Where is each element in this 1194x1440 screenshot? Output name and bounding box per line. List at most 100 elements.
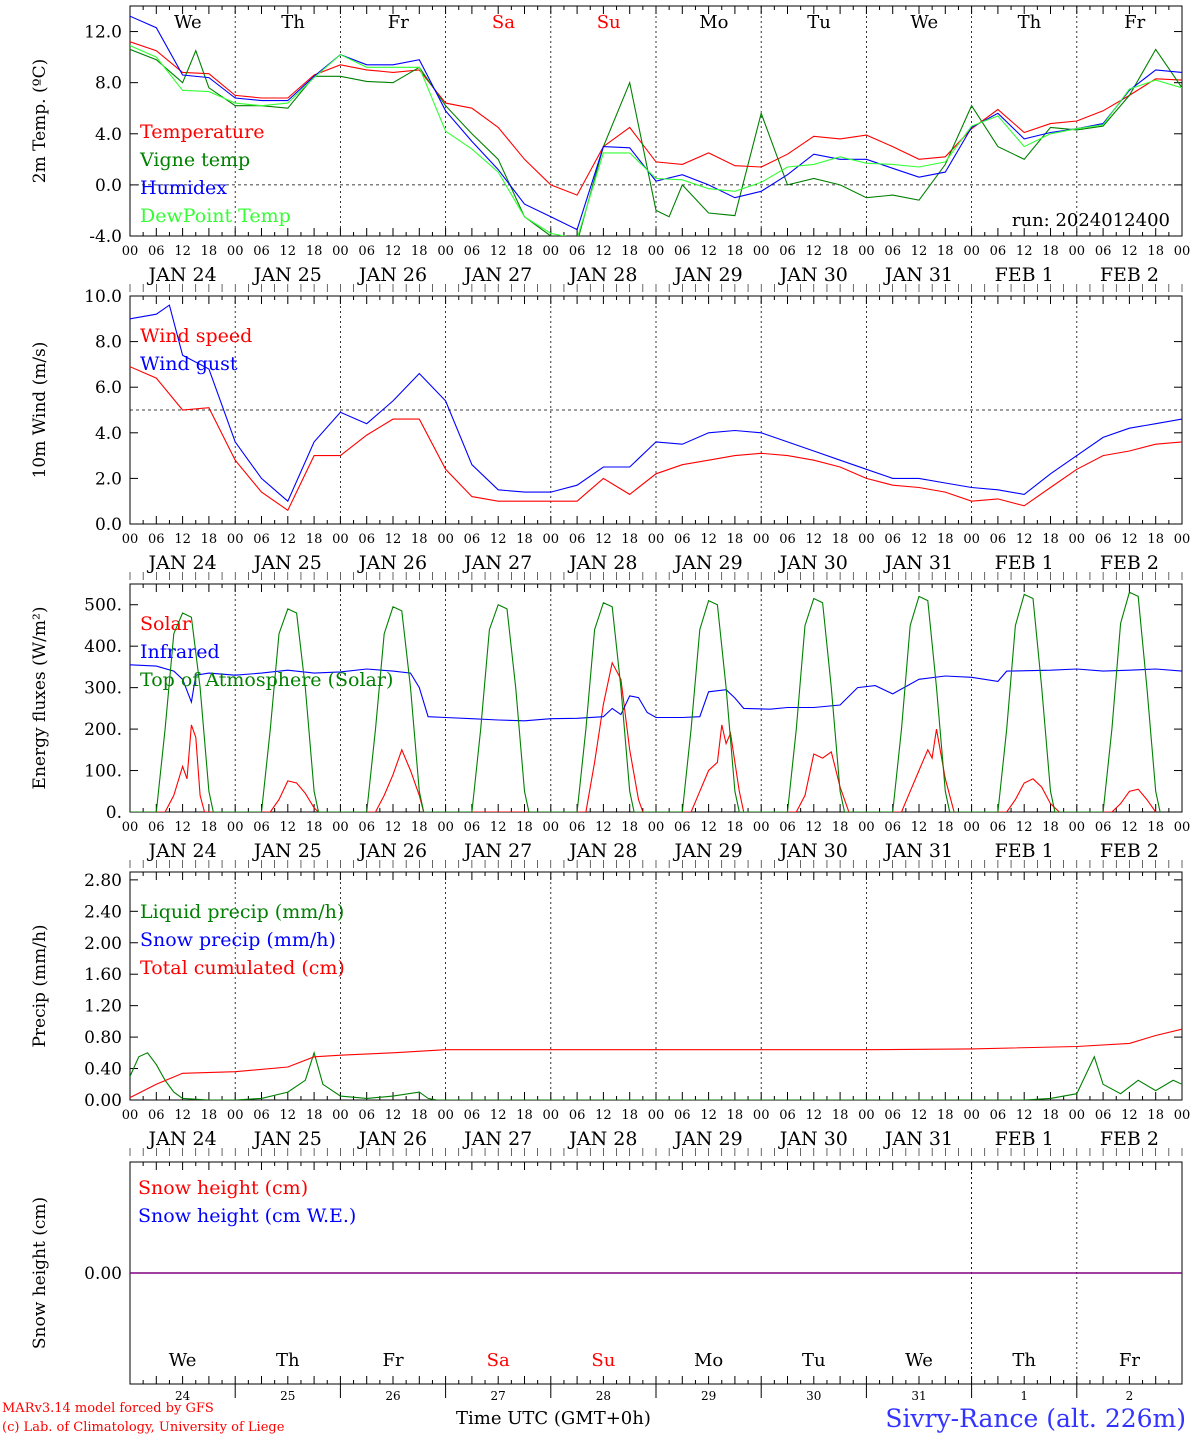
hour-tick-label: 06 (358, 1108, 375, 1123)
panel-1: 12.0 8.0 4.0 0.0 -4.0 2m Temp. (ºC) Temperatur… (30, 5, 1190, 292)
hour-tick-label: 12 (1121, 1108, 1138, 1123)
hour-tick-label: 06 (779, 820, 796, 835)
hour-tick-label: 18 (1147, 244, 1164, 259)
date-label: JAN 30 (778, 840, 848, 862)
hour-tick-label: 12 (1121, 820, 1138, 835)
model-credit: MARv3.14 model forced by GFS (2, 1401, 214, 1416)
y-tick-label: 0.0 (95, 176, 122, 196)
hour-tick-label: 00 (963, 1108, 980, 1123)
hour-tick-label: 06 (464, 820, 481, 835)
date-label: JAN 31 (883, 552, 953, 574)
series-line-1 (130, 366, 1182, 512)
y-tick-label: 200. (84, 720, 122, 740)
y-tick-label: 1.20 (84, 997, 122, 1017)
series-line-3 (130, 15, 1182, 231)
hour-tick-label: 18 (1147, 532, 1164, 547)
hour-tick-label: 18 (832, 532, 849, 547)
hour-tick-label: 18 (306, 1108, 323, 1123)
date-label: JAN 29 (673, 264, 743, 286)
series-line-1 (130, 41, 1182, 196)
hour-tick-label: 12 (280, 820, 297, 835)
day-number-label: 25 (280, 1389, 295, 1403)
hour-tick-label: 18 (201, 532, 218, 547)
hour-tick-label: 18 (201, 1108, 218, 1123)
hour-tick-label: 18 (727, 244, 744, 259)
hour-tick-label: 06 (464, 244, 481, 259)
hour-tick-label: 00 (332, 820, 349, 835)
hour-tick-label: 00 (1069, 1108, 1086, 1123)
hour-tick-label: 12 (174, 532, 191, 547)
y-tick-label: 0.0 (95, 515, 122, 535)
day-number-label: 24 (175, 1389, 191, 1403)
hour-tick-label: 00 (858, 244, 875, 259)
hour-tick-label: 06 (674, 532, 691, 547)
y-tick-label: 1.60 (84, 965, 122, 985)
y-axis-label: Energy fluxes (W/m²) (30, 607, 50, 790)
legend-entry: Wind speed (140, 325, 252, 347)
hour-tick-label: 00 (858, 820, 875, 835)
hour-tick-label: 06 (464, 1108, 481, 1123)
hour-tick-label: 00 (122, 532, 139, 547)
day-number-label: 27 (491, 1389, 506, 1403)
hour-tick-label: 12 (1016, 1108, 1033, 1123)
weekday-label: Th (276, 1350, 300, 1371)
legend-entry: Humidex (140, 177, 227, 199)
legend-entry: Wind gust (140, 353, 238, 375)
hour-tick-label: 18 (306, 820, 323, 835)
hour-tick-label: 12 (911, 820, 928, 835)
hour-tick-label: 12 (174, 1108, 191, 1123)
hour-tick-label: 18 (306, 244, 323, 259)
weekday-label: Mo (699, 12, 728, 33)
hour-tick-label: 18 (306, 532, 323, 547)
x-axis-title: Time UTC (GMT+0h) (456, 1408, 651, 1429)
hour-tick-label: 00 (648, 820, 665, 835)
hour-tick-label: 00 (753, 1108, 770, 1123)
hour-tick-label: 18 (411, 532, 428, 547)
hour-tick-label: 06 (884, 244, 901, 259)
date-label: JAN 28 (567, 840, 637, 862)
run-annotation: run: 2024012400 (1012, 210, 1170, 231)
weekday-label: We (910, 12, 938, 33)
hour-tick-label: 00 (122, 820, 139, 835)
weekday-label: We (905, 1350, 933, 1371)
legend-entry: Temperature (140, 121, 264, 143)
hour-tick-label: 06 (674, 244, 691, 259)
hour-tick-label: 12 (700, 532, 717, 547)
date-label: JAN 29 (673, 1128, 743, 1150)
y-tick-label: 0.00 (84, 1091, 122, 1111)
y-tick-label: 300. (84, 679, 122, 699)
hour-tick-label: 12 (806, 820, 823, 835)
date-label: JAN 30 (778, 552, 848, 574)
date-label: JAN 26 (357, 264, 427, 286)
hour-tick-label: 06 (464, 532, 481, 547)
hour-tick-label: 18 (937, 244, 954, 259)
hour-tick-label: 00 (963, 820, 980, 835)
hour-tick-label: 18 (516, 244, 533, 259)
hour-tick-label: 06 (674, 820, 691, 835)
hour-tick-label: 06 (1095, 244, 1112, 259)
hour-tick-label: 00 (1069, 820, 1086, 835)
hour-tick-label: 18 (727, 1108, 744, 1123)
hour-tick-label: 00 (543, 244, 560, 259)
weekday-label: Fr (388, 12, 409, 33)
hour-tick-label: 06 (1095, 532, 1112, 547)
hour-tick-label: 06 (148, 244, 165, 259)
hour-tick-label: 06 (990, 820, 1007, 835)
date-label: JAN 24 (147, 840, 217, 862)
hour-tick-label: 18 (1147, 820, 1164, 835)
hour-tick-label: 06 (884, 532, 901, 547)
hour-tick-label: 00 (437, 532, 454, 547)
date-label: JAN 25 (252, 840, 322, 862)
date-label: JAN 27 (462, 264, 532, 286)
day-number-label: 1 (1020, 1389, 1028, 1403)
hour-tick-label: 06 (990, 244, 1007, 259)
hour-tick-label: 06 (569, 820, 586, 835)
hour-tick-label: 12 (385, 1108, 402, 1123)
y-tick-label: 4.0 (95, 424, 122, 444)
hour-tick-label: 06 (1095, 1108, 1112, 1123)
day-number-label: 28 (596, 1389, 611, 1403)
hour-tick-label: 00 (858, 1108, 875, 1123)
hour-tick-label: 00 (227, 244, 244, 259)
y-tick-label: 2.40 (84, 902, 122, 922)
hour-tick-label: 00 (753, 820, 770, 835)
